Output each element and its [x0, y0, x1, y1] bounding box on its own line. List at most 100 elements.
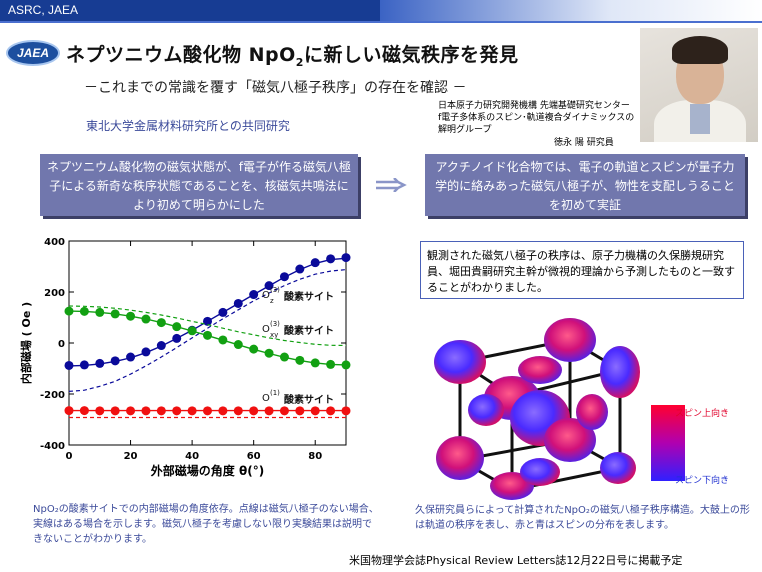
- observation-box: 観測された磁気八極子の秩序は、原子力機構の久保勝規研究員、堀田貴嗣研究主幹が微視…: [420, 241, 744, 299]
- data-point: [326, 254, 336, 264]
- chart-caption: NpO₂の酸素サイトでの内部磁場の角度依存。点線は磁気八極子のない場合、実線はあ…: [33, 504, 379, 545]
- data-point: [126, 406, 136, 416]
- series-symbol-label: O: [262, 324, 270, 335]
- header-divider: [0, 21, 762, 23]
- data-point: [172, 406, 182, 416]
- data-point: [172, 322, 182, 332]
- data-point: [264, 348, 274, 358]
- finding-box-right: アクチノイド化合物では、電子の軌道とスピンが量子力学的に絡みあった磁気八極子が、…: [425, 154, 745, 216]
- y-axis-label: 内部磁場 ( Oe ): [19, 302, 33, 384]
- series-label: 酸素サイト: [284, 393, 334, 406]
- data-point: [279, 352, 289, 362]
- data-point: [156, 406, 166, 416]
- data-point: [203, 330, 212, 340]
- data-point: [233, 298, 243, 308]
- data-point: [249, 406, 259, 416]
- data-point: [110, 356, 120, 366]
- researcher-photo: [640, 28, 758, 142]
- series-symbol-label: O: [262, 290, 270, 301]
- data-point: [203, 406, 212, 416]
- series-symbol-sup: (1): [270, 389, 280, 397]
- series-symbol-label: O: [262, 393, 270, 404]
- data-point: [203, 316, 212, 326]
- x-axis-label: 外部磁場の角度 θ(°): [151, 463, 264, 478]
- data-point: [249, 344, 259, 354]
- data-point: [341, 360, 351, 370]
- y-tick-label: 0: [58, 339, 65, 350]
- y-tick-label: -400: [40, 441, 65, 452]
- header-bar-blue: [0, 0, 380, 21]
- data-point: [279, 272, 289, 282]
- collaboration-note: 東北大学金属材料研究所との共同研究: [86, 119, 290, 133]
- series-symbol-sub: z: [270, 297, 274, 305]
- data-point: [264, 406, 274, 416]
- data-point: [218, 335, 228, 345]
- data-point: [95, 406, 105, 416]
- organization-info: 日本原子力研究開発機構 先端基礎研究センター f電子多体系のスピン･軌道複合ダイ…: [438, 100, 638, 148]
- data-point: [126, 352, 136, 362]
- x-tick-label: 20: [124, 451, 138, 462]
- data-point: [141, 347, 151, 357]
- organization-line1: 日本原子力研究開発機構 先端基礎研究センター: [438, 101, 630, 111]
- data-point: [233, 340, 243, 350]
- data-point: [110, 406, 120, 416]
- orbital-blobs: [434, 318, 640, 500]
- data-point: [126, 311, 136, 321]
- data-point: [79, 306, 89, 316]
- data-point: [295, 264, 305, 274]
- data-point: [310, 406, 320, 416]
- header-bar-gradient: [380, 0, 762, 21]
- data-point: [295, 355, 305, 365]
- data-point: [141, 314, 151, 324]
- data-point: [172, 333, 182, 343]
- series-label: 酸素サイト: [284, 324, 334, 337]
- page-subtitle: －これまでの常識を覆す「磁気八極子秩序」の存在を確認 －: [84, 80, 467, 96]
- series-label: 酸素サイト: [284, 290, 334, 303]
- series-symbol-sup: (3): [270, 320, 280, 328]
- data-point: [326, 359, 336, 369]
- organization-line2: f電子多体系のスピン･軌道複合ダイナミックスの解明グループ: [438, 113, 635, 135]
- data-point: [156, 341, 166, 351]
- data-point: [156, 318, 166, 328]
- data-point: [110, 309, 120, 319]
- series-dashed-line: [68, 269, 347, 392]
- jaea-logo: JAEA: [6, 40, 60, 66]
- data-point: [233, 406, 243, 416]
- data-point: [95, 358, 105, 368]
- x-tick-label: 60: [247, 451, 261, 462]
- data-point: [249, 290, 259, 300]
- spin-down-label: スピン下向き: [675, 476, 730, 486]
- data-point: [341, 253, 351, 263]
- x-tick-label: 0: [66, 451, 73, 462]
- data-point: [295, 406, 305, 416]
- y-tick-label: -200: [40, 390, 65, 401]
- spin-color-scale: [651, 405, 685, 481]
- data-point: [310, 358, 320, 368]
- x-tick-label: 40: [185, 451, 199, 462]
- page-title: ネプツニウム酸化物 NpO2に新しい磁気秩序を発見: [66, 44, 519, 69]
- series-symbol-sup: (3): [270, 286, 280, 294]
- series-symbol-sub: xy: [270, 331, 278, 339]
- data-point: [79, 406, 89, 416]
- internal-field-chart: -400 -200 0 200 400 0 20 40 60 80 内部磁場 ( Oe ) 外部磁場の…: [19, 237, 351, 478]
- x-tick-label: 80: [308, 451, 322, 462]
- spin-up-label: スピン上向き: [675, 409, 730, 419]
- publication-note: 米国物理学会誌Physical Review Letters誌12月22日号に掲…: [349, 554, 683, 567]
- data-point: [264, 281, 274, 291]
- data-point: [279, 406, 289, 416]
- data-point: [341, 406, 351, 416]
- header-org-label: ASRC, JAEA: [8, 3, 79, 17]
- data-point: [187, 406, 197, 416]
- data-point: [326, 406, 336, 416]
- header-bar: ASRC, JAEA: [0, 0, 762, 21]
- data-point: [310, 258, 320, 268]
- data-point: [95, 307, 105, 317]
- researcher-name: 徳永 陽 研究員: [554, 138, 614, 148]
- octupole-structure-figure: [434, 318, 640, 500]
- data-point: [79, 360, 89, 370]
- series-solid-line: [68, 257, 347, 367]
- y-tick-label: 400: [44, 237, 65, 248]
- data-point: [141, 406, 151, 416]
- double-arrow-icon: [376, 178, 407, 192]
- series-dashed-line: [68, 305, 347, 347]
